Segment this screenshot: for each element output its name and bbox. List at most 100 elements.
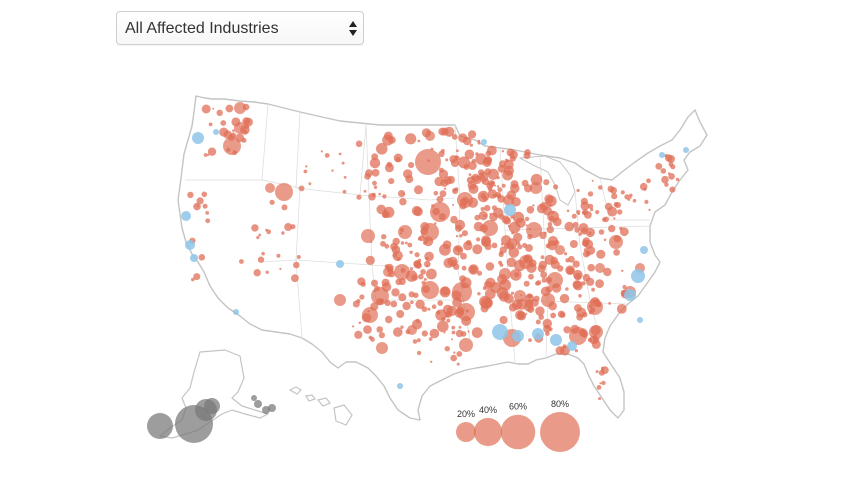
county-bubble	[526, 222, 542, 238]
county-bubble	[484, 168, 492, 176]
county-bubble	[495, 191, 502, 198]
county-bubble	[500, 242, 504, 246]
county-bubble	[564, 252, 568, 256]
county-bubble-negative	[512, 330, 524, 342]
county-bubble	[494, 184, 497, 187]
county-bubble	[230, 132, 237, 139]
county-bubble	[496, 185, 500, 188]
county-bubble	[458, 325, 462, 329]
county-bubble	[456, 149, 459, 153]
county-bubble	[621, 269, 624, 272]
county-bubble	[569, 240, 578, 248]
county-bubble	[497, 164, 506, 173]
county-bubble	[536, 280, 542, 286]
county-bubble	[421, 281, 439, 299]
county-bubble	[265, 270, 269, 274]
industry-select[interactable]: All Affected Industries	[116, 11, 364, 45]
county-bubble	[413, 207, 423, 217]
county-bubble	[474, 214, 481, 221]
county-bubble	[549, 215, 555, 221]
county-bubble	[380, 240, 386, 247]
county-bubble	[511, 299, 523, 310]
county-bubble	[358, 321, 362, 325]
county-bubble	[395, 157, 401, 162]
county-bubble	[399, 198, 407, 206]
county-bubble	[583, 248, 588, 252]
county-bubble	[528, 293, 533, 298]
county-bubble	[356, 194, 362, 200]
county-bubble	[480, 207, 485, 211]
county-bubble	[352, 300, 360, 308]
county-bubble	[547, 240, 558, 251]
county-bubble	[376, 143, 388, 155]
county-bubble-negative	[504, 204, 516, 216]
county-bubble	[454, 219, 466, 230]
county-bubble	[413, 260, 421, 268]
county-bubble-negative	[624, 289, 636, 301]
county-bubble	[468, 130, 477, 139]
county-bubble	[664, 182, 669, 187]
county-bubble	[482, 220, 498, 236]
county-bubble	[603, 238, 607, 242]
county-bubble	[355, 140, 363, 148]
county-bubble	[412, 339, 418, 344]
county-bubble	[445, 158, 449, 162]
county-bubble	[547, 222, 553, 227]
county-bubble	[525, 224, 528, 227]
county-bubble	[464, 149, 475, 160]
county-bubble	[320, 150, 323, 153]
county-bubble	[540, 255, 545, 260]
county-bubble	[519, 255, 533, 269]
county-bubble	[424, 251, 434, 262]
county-bubble	[572, 280, 582, 289]
county-bubble	[523, 280, 530, 287]
county-bubble	[452, 203, 455, 206]
county-bubble	[365, 255, 375, 265]
county-bubble	[187, 191, 194, 199]
county-bubble	[536, 203, 547, 214]
county-bubble	[415, 149, 441, 175]
county-bubble	[546, 225, 554, 234]
county-bubble	[578, 223, 589, 233]
county-bubble	[501, 235, 512, 246]
county-bubble	[595, 210, 600, 215]
territory-bubble	[204, 398, 220, 414]
county-bubble	[491, 242, 498, 249]
county-bubble	[405, 175, 414, 184]
county-bubble	[524, 184, 533, 193]
county-bubble	[451, 325, 456, 330]
county-bubble	[439, 243, 451, 256]
county-bubble	[456, 362, 460, 366]
county-bubble	[193, 273, 201, 281]
county-bubble	[205, 211, 210, 215]
county-bubble	[477, 141, 481, 145]
county-bubble	[450, 158, 459, 168]
county-bubble	[276, 253, 281, 258]
county-bubble	[483, 214, 487, 218]
county-bubble	[410, 267, 413, 271]
county-bubble	[475, 152, 479, 156]
county-bubble	[425, 131, 435, 141]
county-bubble	[585, 250, 591, 257]
county-bubble	[385, 315, 393, 324]
county-bubble	[609, 235, 623, 249]
county-bubble	[499, 250, 504, 255]
county-bubble	[305, 165, 308, 168]
county-bubble	[660, 168, 667, 174]
county-bubble-negative	[181, 211, 191, 221]
territory-bubble	[254, 400, 262, 408]
county-bubble	[566, 267, 575, 275]
county-bubble	[578, 294, 582, 298]
county-bubble	[459, 275, 467, 282]
county-bubble	[451, 338, 453, 341]
county-bubble	[540, 271, 547, 279]
county-bubble	[455, 155, 460, 161]
county-bubble	[598, 229, 605, 235]
county-bubble	[572, 221, 579, 228]
county-bubble	[544, 194, 554, 204]
county-bubble	[619, 227, 629, 237]
county-bubble	[400, 241, 405, 245]
legend-bubble	[540, 412, 580, 452]
county-bubble	[457, 156, 470, 169]
county-bubble	[487, 189, 498, 199]
